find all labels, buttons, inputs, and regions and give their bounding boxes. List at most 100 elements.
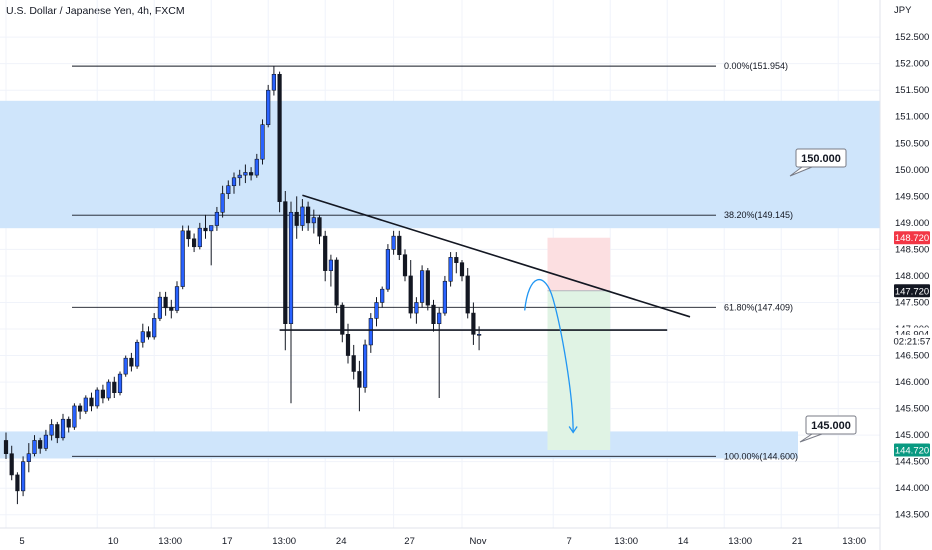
candle-body: [106, 381, 111, 399]
candle-body: [323, 235, 328, 271]
candle: [391, 230, 396, 255]
candle: [112, 376, 117, 398]
candle-body: [442, 280, 448, 314]
candle-body: [3, 440, 9, 455]
x-tick-label: 13:00: [728, 536, 752, 547]
candle: [357, 360, 362, 412]
candle-body: [95, 389, 100, 407]
candle-body: [152, 318, 157, 338]
candle: [288, 201, 294, 404]
candle-body: [471, 312, 476, 335]
candle: [266, 84, 271, 128]
candle: [397, 230, 402, 261]
candle-body: [146, 331, 151, 338]
candle: [437, 307, 442, 398]
candle: [174, 281, 180, 314]
candle-body: [351, 355, 356, 372]
candle-body: [437, 312, 442, 324]
candle: [237, 169, 242, 186]
x-tick-label: 14: [678, 536, 689, 547]
candle: [254, 153, 259, 178]
candle-body: [362, 344, 368, 388]
candle: [135, 339, 140, 369]
x-tick-label: 10: [108, 536, 119, 547]
candle-body: [20, 461, 26, 492]
candle: [72, 403, 77, 430]
candle-body: [192, 238, 197, 248]
candle: [9, 445, 14, 481]
projection-arrow: [524, 279, 574, 433]
candle: [368, 313, 373, 353]
candle: [95, 387, 100, 409]
candle: [226, 180, 231, 199]
y-tick-label: 146.500: [895, 351, 929, 362]
candle-body: [277, 73, 282, 202]
candle: [55, 421, 60, 444]
candle: [419, 265, 425, 308]
candle-body: [294, 211, 299, 226]
stop-loss-zone: [547, 237, 611, 291]
candle-body: [157, 296, 163, 319]
candle: [454, 252, 459, 274]
candle-body: [454, 257, 459, 263]
candle-body: [283, 201, 288, 324]
y-tick-label: 144.000: [895, 483, 929, 494]
candle-body: [414, 302, 419, 314]
candle: [323, 230, 328, 282]
y-tick-label: 151.000: [895, 112, 929, 123]
candle-body: [180, 230, 185, 287]
price-tag-bg: [894, 443, 930, 457]
candle: [277, 71, 282, 213]
candle-body: [49, 424, 54, 436]
candle-body: [237, 174, 242, 179]
candle: [197, 222, 202, 250]
price-tag-text: 144.720: [895, 445, 929, 456]
y-tick-label: 145.500: [895, 404, 929, 415]
candle-body: [83, 397, 88, 412]
candle-body: [9, 453, 14, 476]
fib-label: 100.00%(144.600): [724, 451, 798, 461]
callouts-layer: 150.000 145.000: [789, 148, 857, 443]
candle: [260, 119, 265, 165]
candle: [15, 472, 20, 505]
candle-body: [397, 235, 402, 256]
callout-text: 145.000: [811, 420, 851, 432]
y-tick-label: 149.000: [895, 218, 929, 229]
candle-body: [214, 211, 220, 226]
position-layer: [547, 237, 611, 450]
x-tick-label: 13:00: [614, 536, 638, 547]
candle: [43, 429, 48, 452]
candle-body: [288, 211, 294, 324]
candle-body: [465, 275, 470, 314]
candle-body: [300, 206, 305, 226]
y-tick-label: 150.000: [895, 165, 929, 176]
callout-box: [805, 415, 857, 435]
candle-body: [209, 225, 214, 232]
candle-body: [169, 307, 174, 311]
candle: [351, 344, 356, 380]
candle: [380, 286, 385, 308]
candle: [317, 214, 322, 245]
candle: [186, 225, 191, 247]
candle-body: [243, 172, 248, 176]
candle: [49, 419, 54, 441]
candle-body: [15, 474, 20, 492]
candle: [100, 384, 105, 404]
candle-body: [345, 334, 351, 356]
candles-layer: [3, 66, 482, 505]
candle: [60, 413, 66, 441]
candle: [374, 297, 379, 327]
price-tag-text: 148.720: [895, 233, 929, 244]
candle: [163, 291, 168, 316]
candle: [32, 435, 37, 457]
x-tick-label: 13:00: [842, 536, 866, 547]
price-tag-text: 147.720: [895, 286, 929, 297]
candle-body: [135, 341, 140, 367]
candle: [294, 196, 299, 239]
candle: [243, 164, 248, 184]
price-tag: 144.720: [894, 443, 930, 457]
candle-body: [112, 381, 117, 393]
fibonacci-layer: 0.00%(151.954) 38.20%(149.145) 61.80%(147.…: [72, 61, 798, 461]
